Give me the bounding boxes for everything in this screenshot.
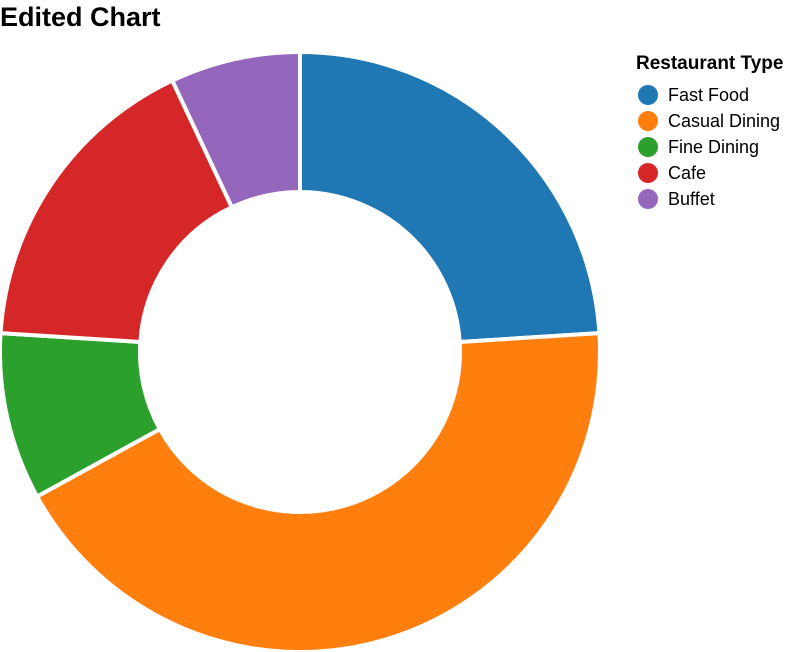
legend-item-casual-dining[interactable]: Casual Dining: [636, 108, 783, 134]
legend-swatch: [638, 189, 658, 209]
legend-title: Restaurant Type: [636, 53, 784, 74]
legend-swatch: [638, 111, 658, 131]
slice-fast-food[interactable]: [298, 50, 602, 344]
legend-items: Fast Food Casual Dining Fine Dining Cafe Buf…: [636, 82, 783, 212]
legend-item-cafe[interactable]: Cafe: [636, 160, 783, 186]
legend: Restaurant Type Fast Food Casual Dining Fi…: [636, 52, 783, 212]
slice-cafe[interactable]: [0, 78, 234, 344]
slice-buffet[interactable]: [170, 50, 302, 210]
legend-item-fast-food[interactable]: Fast Food: [636, 82, 783, 108]
legend-label: Cafe: [668, 162, 707, 183]
legend-item-fine-dining[interactable]: Fine Dining: [636, 134, 783, 160]
legend-label: Fast Food: [668, 84, 750, 105]
donut-chart: [0, 50, 602, 652]
legend-label: Casual Dining: [668, 110, 781, 131]
legend-swatch: [638, 163, 658, 183]
legend-label: Fine Dining: [668, 136, 760, 157]
slice-casual-dining[interactable]: [35, 331, 602, 652]
legend-swatch: [638, 85, 658, 105]
chart-title: Edited Chart: [0, 2, 161, 32]
legend-item-buffet[interactable]: Buffet: [636, 186, 783, 212]
legend-label: Buffet: [668, 188, 715, 209]
legend-swatch: [638, 137, 658, 157]
